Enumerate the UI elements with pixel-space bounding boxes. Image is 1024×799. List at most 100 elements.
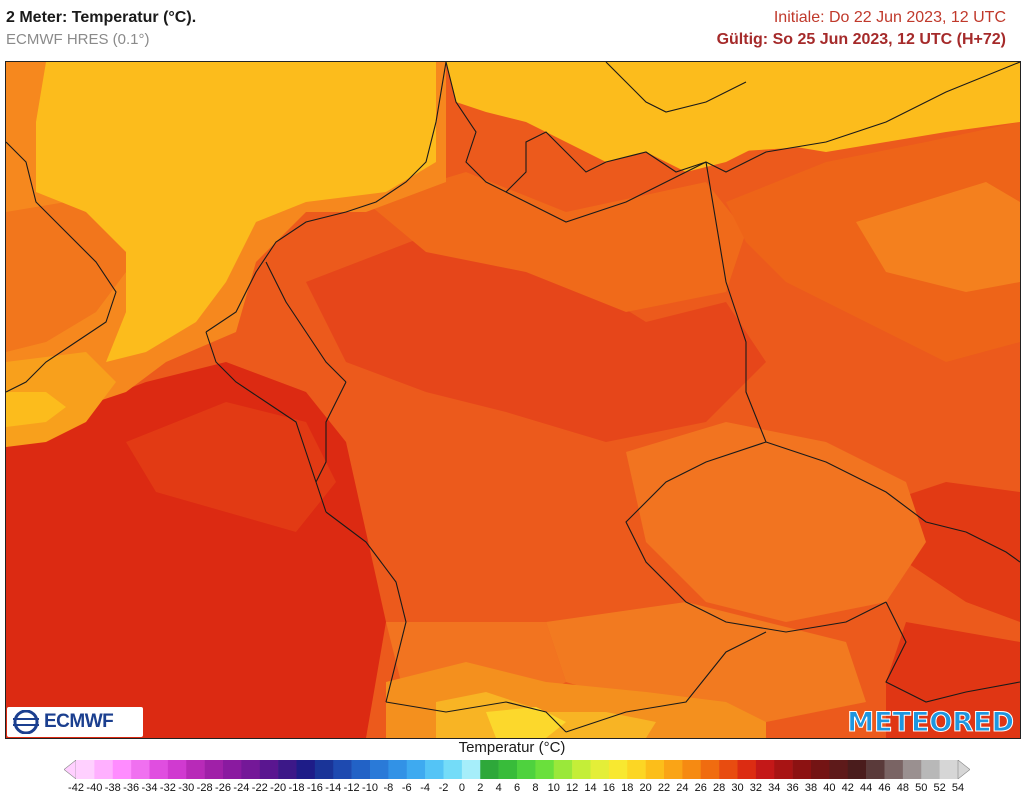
scale-tick-label: 28 bbox=[713, 782, 726, 794]
map-header-right: Initiale: Do 22 Jun 2023, 12 UTC Gültig:… bbox=[717, 8, 1006, 50]
scale-tick-label: -4 bbox=[420, 782, 431, 794]
temperature-map[interactable] bbox=[5, 61, 1021, 739]
scale-swatch bbox=[370, 760, 389, 779]
scale-tick-label: 18 bbox=[621, 782, 634, 794]
scale-swatch bbox=[755, 760, 775, 779]
scale-swatch bbox=[939, 760, 959, 779]
scale-swatch bbox=[682, 760, 702, 779]
scale-tick-label: 44 bbox=[860, 782, 873, 794]
scale-tick-label: 6 bbox=[513, 782, 521, 794]
scale-swatch bbox=[608, 760, 628, 779]
scale-swatch bbox=[204, 760, 224, 779]
scale-tick-label: -2 bbox=[438, 782, 449, 794]
scale-swatch bbox=[167, 760, 187, 779]
scale-swatch bbox=[333, 760, 352, 779]
scale-swatch bbox=[590, 760, 610, 779]
scale-tick-label: -28 bbox=[196, 782, 213, 794]
scale-swatch bbox=[719, 760, 738, 779]
scale-tick-label: 36 bbox=[786, 782, 799, 794]
scale-swatch bbox=[664, 760, 683, 779]
scale-swatch bbox=[737, 760, 757, 779]
scale-swatch bbox=[627, 760, 646, 779]
legend-title: Temperatur (°C) bbox=[458, 739, 566, 756]
scale-tick-label: -14 bbox=[325, 782, 342, 794]
scale-tick-label: 54 bbox=[951, 782, 965, 794]
scale-swatch bbox=[351, 760, 371, 779]
scale-swatch bbox=[278, 760, 297, 779]
scale-tick-label: 10 bbox=[547, 782, 560, 794]
scale-tick-label: 52 bbox=[933, 782, 946, 794]
scale-swatch bbox=[241, 760, 261, 779]
scale-tick-label: 42 bbox=[841, 782, 854, 794]
scale-tick-label: -30 bbox=[178, 782, 195, 794]
scale-tick-label: -26 bbox=[215, 782, 231, 794]
map-header-left: 2 Meter: Temperatur (°C). ECMWF HRES (0.… bbox=[6, 8, 196, 50]
scale-tick-label: 50 bbox=[915, 782, 928, 794]
scale-swatch bbox=[443, 760, 463, 779]
scale-swatch bbox=[406, 760, 426, 779]
scale-swatch bbox=[645, 760, 665, 779]
scale-swatch bbox=[259, 760, 279, 779]
valid-time: Gültig: So 25 Jun 2023, 12 UTC (H+72) bbox=[716, 31, 1006, 48]
scale-swatch bbox=[149, 760, 169, 779]
scale-tick-label: 30 bbox=[731, 782, 744, 794]
scale-tick-label: -16 bbox=[306, 782, 323, 794]
scale-tick-label: 20 bbox=[639, 782, 652, 794]
ecmwf-logo: ECMWF bbox=[7, 707, 143, 737]
scale-swatch bbox=[811, 760, 830, 779]
scale-tick-label: 26 bbox=[694, 782, 707, 794]
scale-tick-label: -42 bbox=[68, 782, 84, 794]
color-scale-ticks: -42 -40 -38 -36 -34 -32 -30 -28 -26 -24 -22 -20 -18-… bbox=[0, 782, 1024, 798]
scale-tick-label: 46 bbox=[878, 782, 891, 794]
scale-swatch bbox=[186, 760, 205, 779]
model-name: ECMWF HRES (0.1°) bbox=[6, 31, 150, 48]
scale-swatch bbox=[866, 760, 885, 779]
temperature-field bbox=[6, 62, 1020, 738]
scale-swatch bbox=[572, 760, 591, 779]
scale-swatch bbox=[700, 760, 720, 779]
scale-swatch bbox=[921, 760, 940, 779]
scale-tick-label: 48 bbox=[896, 782, 909, 794]
scale-tick-label: -18 bbox=[288, 782, 305, 794]
ecmwf-logo-icon bbox=[13, 710, 39, 734]
scale-swatch bbox=[553, 760, 573, 779]
scale-tick-label: -8 bbox=[383, 782, 394, 794]
scale-swatch bbox=[902, 760, 922, 779]
scale-swatch bbox=[76, 760, 95, 779]
scale-tick-label: -20 bbox=[270, 782, 287, 794]
scale-tick-label: -12 bbox=[343, 782, 360, 794]
meteored-logo: METEORED bbox=[847, 707, 1015, 739]
scale-tick-label: -34 bbox=[141, 782, 158, 794]
scale-swatch bbox=[884, 760, 904, 779]
scale-tick-label: 32 bbox=[749, 782, 762, 794]
map-title: 2 Meter: Temperatur (°C). bbox=[6, 9, 197, 26]
scale-tick-label: 38 bbox=[804, 782, 818, 794]
scale-swatch bbox=[829, 760, 849, 779]
scale-tick-label: 0 bbox=[458, 782, 465, 794]
scale-swatch bbox=[223, 760, 242, 779]
scale-swatch bbox=[517, 760, 536, 779]
scale-swatch bbox=[314, 760, 334, 779]
scale-tick-label: 4 bbox=[495, 782, 502, 794]
scale-min-arrow bbox=[64, 760, 77, 779]
scale-max-arrow bbox=[957, 760, 970, 779]
init-time: Initiale: Do 22 Jun 2023, 12 UTC bbox=[773, 9, 1006, 26]
scale-tick-label: 8 bbox=[532, 782, 539, 794]
scale-tick-label: 40 bbox=[823, 782, 836, 794]
scale-tick-label: 34 bbox=[768, 782, 781, 794]
scale-tick-label: -38 bbox=[104, 782, 121, 794]
scale-tick-label: 22 bbox=[657, 782, 671, 794]
scale-swatch bbox=[480, 760, 499, 779]
scale-swatch bbox=[296, 760, 316, 779]
scale-swatch bbox=[498, 760, 518, 779]
scale-swatch bbox=[131, 760, 150, 779]
scale-swatch bbox=[461, 760, 481, 779]
scale-tick-label: -32 bbox=[159, 782, 176, 794]
scale-tick-label: -6 bbox=[401, 782, 412, 794]
scale-swatch bbox=[792, 760, 812, 779]
scale-tick-label: -36 bbox=[123, 782, 140, 794]
scale-tick-label: 12 bbox=[566, 782, 579, 794]
scale-tick-label: -40 bbox=[86, 782, 103, 794]
scale-tick-label: -10 bbox=[362, 782, 378, 794]
scale-tick-label: 14 bbox=[584, 782, 597, 794]
